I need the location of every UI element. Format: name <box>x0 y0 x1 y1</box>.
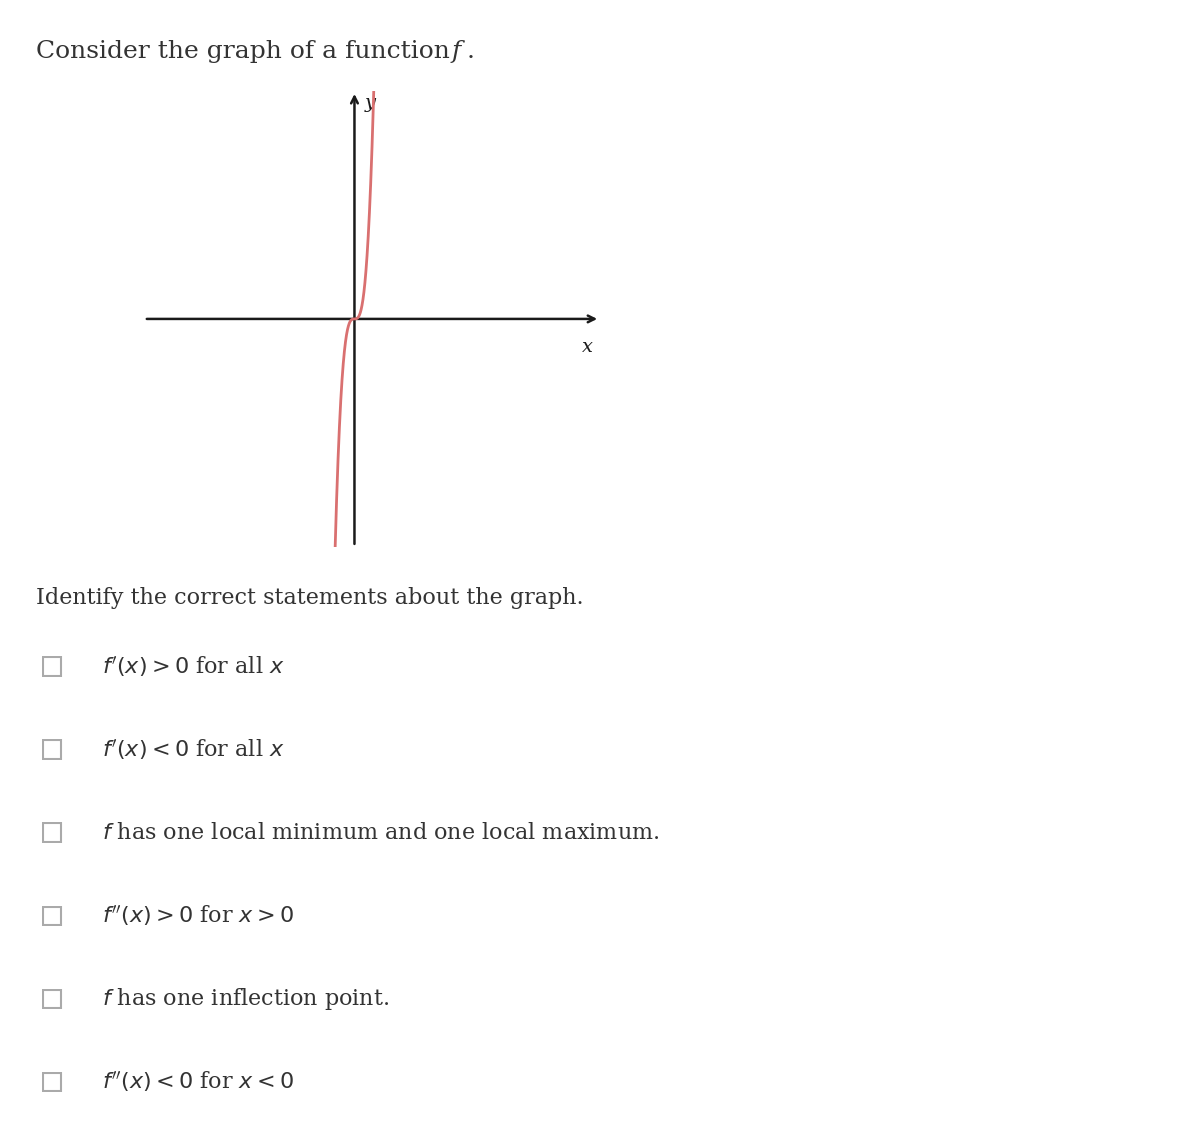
Text: $f'(x) > 0$ for all $x$: $f'(x) > 0$ for all $x$ <box>102 654 284 679</box>
Text: $f$ has one local minimum and one local maximum.: $f$ has one local minimum and one local … <box>102 821 660 844</box>
Text: Identify the correct statements about the graph.: Identify the correct statements about th… <box>36 587 583 608</box>
Text: Consider the graph of a function: Consider the graph of a function <box>36 40 458 63</box>
Text: .: . <box>467 40 474 63</box>
Text: y: y <box>365 95 376 113</box>
Text: $f$ has one inflection point.: $f$ has one inflection point. <box>102 986 389 1011</box>
Text: f: f <box>452 40 461 63</box>
Text: x: x <box>582 338 593 357</box>
Text: $f''(x) < 0$ for $x < 0$: $f''(x) < 0$ for $x < 0$ <box>102 1070 294 1095</box>
Text: $f'(x) < 0$ for all $x$: $f'(x) < 0$ for all $x$ <box>102 737 284 762</box>
Text: $f''(x) > 0$ for $x > 0$: $f''(x) > 0$ for $x > 0$ <box>102 903 294 928</box>
